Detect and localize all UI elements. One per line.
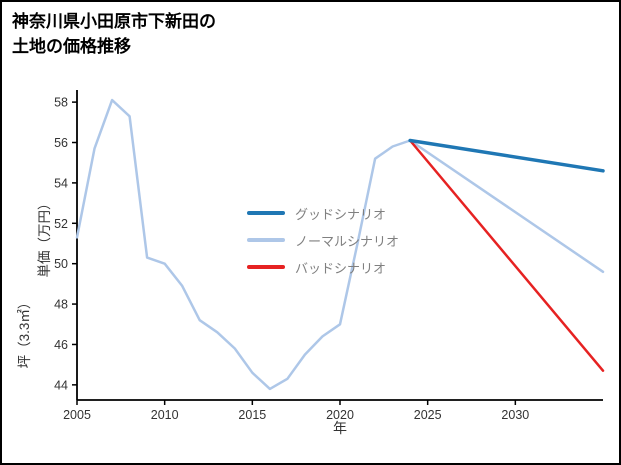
y-tick-label: 44 xyxy=(54,378,68,392)
legend-item-normal: ノーマルシナリオ xyxy=(247,231,399,249)
x-tick-label: 2015 xyxy=(238,408,266,422)
x-tick-label: 2010 xyxy=(151,408,179,422)
y-axis-label-tsubo: 坪（3.3㎡） xyxy=(17,295,32,369)
legend-label-normal: ノーマルシナリオ xyxy=(295,233,400,249)
x-axis-label: 年 xyxy=(333,420,347,436)
chart-title-line-2: 土地の価格推移 xyxy=(12,36,131,56)
x-tick-label: 2020 xyxy=(326,408,354,422)
chart-title-line-1: 神奈川県小田原市下新田の xyxy=(12,12,216,31)
x-tick-label: 2025 xyxy=(414,408,442,422)
legend-item-bad: バッドシナリオ xyxy=(247,258,399,276)
y-tick-label: 50 xyxy=(54,257,68,271)
y-tick-label: 56 xyxy=(54,136,68,150)
y-tick-label: 52 xyxy=(54,217,68,231)
chart-title: 神奈川県小田原市下新田の 土地の価格推移 xyxy=(12,10,216,59)
x-tick-label: 2005 xyxy=(63,408,91,422)
y-tick-label: 46 xyxy=(54,338,68,352)
legend-swatch-good xyxy=(247,211,285,215)
series-line-history-normal xyxy=(75,98,412,391)
legend-label-bad: バッドシナリオ xyxy=(295,260,387,276)
legend-swatch-normal xyxy=(247,238,285,242)
series-line-forecast-bad xyxy=(408,139,605,372)
chart-legend: グッドシナリオ ノーマルシナリオ バッドシナリオ xyxy=(247,204,399,276)
legend-item-good: グッドシナリオ xyxy=(247,204,399,222)
y-tick-label: 54 xyxy=(54,176,68,190)
series-line-forecast-good xyxy=(408,138,605,173)
x-tick-label: 2030 xyxy=(501,408,529,422)
y-axis-label-unit: 単価（万円） xyxy=(37,196,52,278)
series-line-forecast-normal xyxy=(408,139,605,274)
legend-label-good: グッドシナリオ xyxy=(295,206,387,222)
y-tick-label: 48 xyxy=(54,298,68,312)
legend-swatch-bad xyxy=(247,265,285,269)
y-tick-label: 58 xyxy=(54,96,68,110)
